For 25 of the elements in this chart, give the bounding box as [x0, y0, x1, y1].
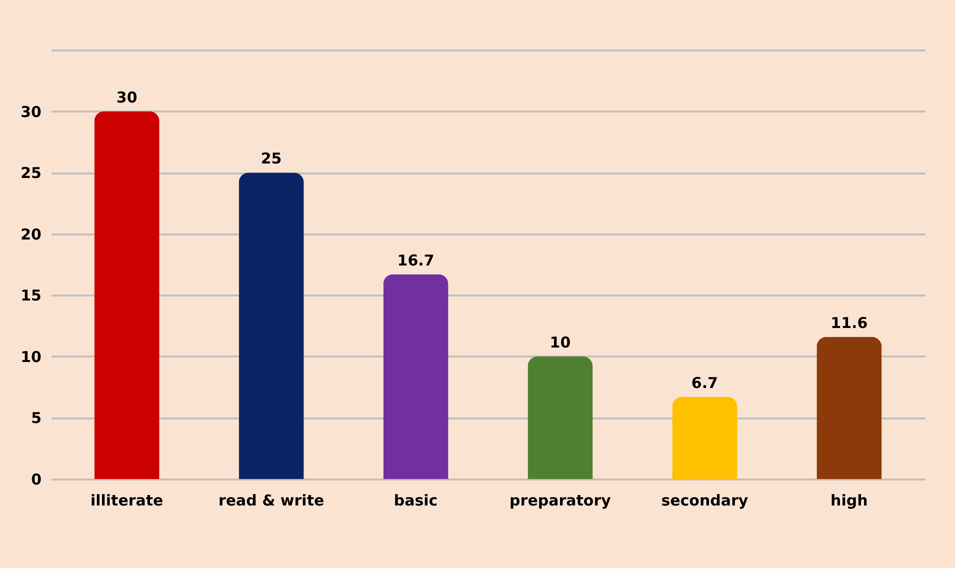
y-tick-label: 5	[31, 409, 42, 428]
x-tick-label: illiterate	[90, 492, 164, 510]
y-tick-label: 25	[20, 164, 42, 182]
bar	[672, 396, 738, 479]
y-tick-label: 20	[20, 225, 42, 244]
bar	[94, 111, 160, 479]
bar	[238, 172, 304, 479]
x-tick-label: preparatory	[510, 492, 612, 510]
y-tick-label: 30	[20, 102, 42, 121]
y-tick-label: 15	[20, 286, 42, 305]
data-label: 16.7	[397, 251, 434, 270]
bar	[383, 274, 448, 479]
data-label: 6.7	[691, 374, 718, 392]
y-tick-label: 0	[31, 470, 42, 488]
bar	[816, 336, 882, 479]
y-tick-label: 10	[20, 348, 42, 366]
data-label: 11.6	[830, 314, 868, 332]
x-tick-label: basic	[394, 492, 438, 510]
data-label: 10	[550, 333, 571, 352]
bar	[528, 356, 593, 479]
x-tick-label: secondary	[661, 492, 748, 510]
x-tick-label: high	[830, 492, 868, 510]
data-label: 30	[116, 88, 138, 106]
x-tick-label: read & write	[218, 492, 324, 510]
data-label: 25	[260, 150, 282, 168]
